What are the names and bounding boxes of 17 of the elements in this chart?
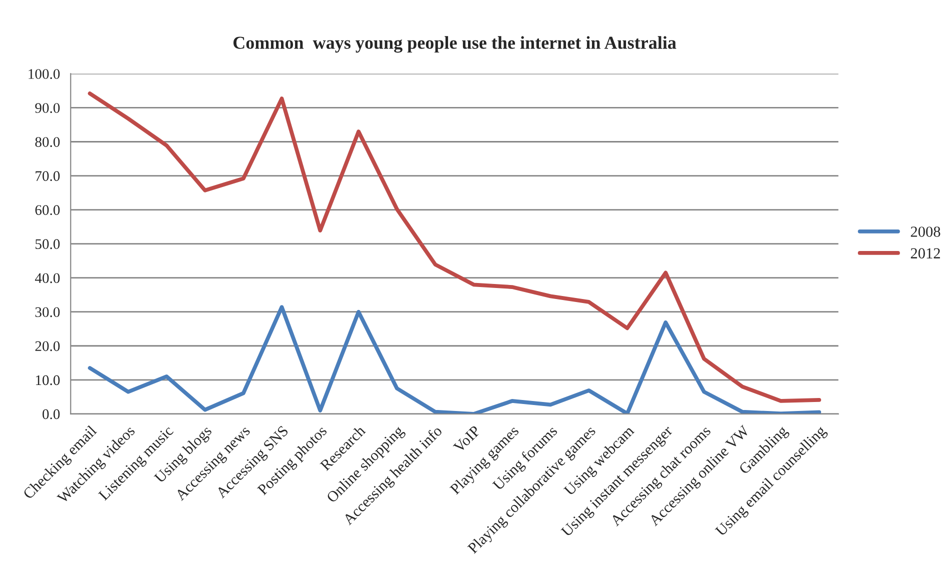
y-tick-label: 90.0: [35, 103, 60, 113]
y-tick-label: 100.0: [28, 69, 60, 79]
y-tick-label: 0.0: [42, 409, 60, 420]
y-tick-label: 70.0: [36, 171, 60, 182]
x-tick-label: VoIP: [452, 425, 481, 454]
y-tick-label: 60.0: [35, 205, 60, 216]
y-tick-label: 20.0: [35, 341, 60, 352]
legend-label: 2008: [910, 226, 940, 237]
line-series: [88, 91, 822, 403]
y-tick-label: 50.0: [36, 239, 60, 250]
line-series: [88, 305, 822, 414]
chart-title: Common ways young people use the internet in Australia: [233, 36, 676, 53]
y-tick-label: 10.0: [36, 375, 60, 386]
y-tick-label: 30.0: [35, 307, 60, 318]
y-tick-label: 40.0: [34, 273, 60, 284]
y-tick-label: 80.0: [35, 137, 60, 148]
legend-label: 2012: [910, 248, 940, 258]
